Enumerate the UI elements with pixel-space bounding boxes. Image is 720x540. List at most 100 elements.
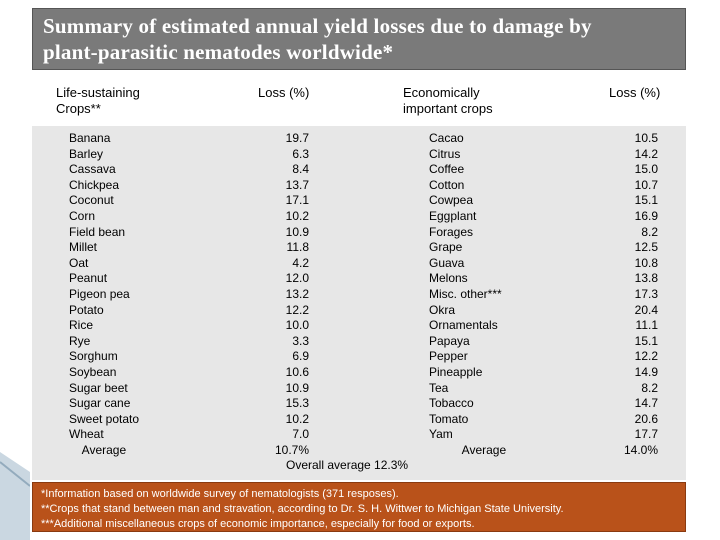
life-crop-loss: 11.8 — [286, 240, 309, 255]
slide-title: Summary of estimated annual yield losses… — [43, 13, 675, 65]
econ-crop-loss: 17.3 — [634, 286, 658, 301]
econ-crop-loss: 17.7 — [634, 427, 658, 442]
header-economic-line2: important crops — [403, 101, 493, 116]
life-crop-loss: 13.2 — [285, 286, 309, 301]
life-crop-name: Sweet potato — [69, 411, 140, 426]
econ-crop-loss: 15.0 — [634, 162, 658, 177]
econ-crop-name: Tea — [429, 380, 449, 395]
econ-crop-loss: 8.2 — [641, 224, 658, 239]
econ-crop-name: Yam — [429, 427, 453, 442]
life-crop-name: Pigeon pea — [69, 286, 130, 301]
econ-crop-loss: 8.2 — [641, 380, 658, 395]
header-loss-1: Loss (%) — [258, 85, 310, 100]
life-crop-loss: 10.2 — [285, 208, 309, 223]
life-loss-column: 19.7 6.3 8.4 13.7 17.1 10.2 10.9 11.8 4.2 12.0 13.… — [272, 131, 309, 458]
life-crop-name: Millet — [69, 240, 98, 255]
econ-crop-loss: 15.1 — [634, 193, 658, 208]
life-crop-loss: 12.0 — [285, 271, 309, 286]
life-crop-loss: 17.1 — [285, 193, 309, 208]
econ-crop-loss: 16.9 — [634, 208, 658, 223]
econ-crop-name: Average — [429, 442, 507, 457]
econ-crop-loss: 14.0% — [623, 442, 658, 457]
econ-crop-name: Cacao — [429, 131, 464, 145]
econ-crop-name: Grape — [429, 240, 463, 255]
life-crop-name: Cassava — [69, 162, 116, 177]
econ-crop-loss: 13.8 — [634, 271, 658, 286]
life-crop-name: Rye — [69, 333, 91, 348]
econ-crop-loss: 20.4 — [634, 302, 658, 317]
yield-loss-table: Life-sustaining Crops** Loss (%) Economi… — [32, 72, 686, 480]
econ-crops-column: Cacao Citrus Coffee Cotton Cowpea Eggplant For… — [429, 131, 506, 458]
life-crop-name: Corn — [69, 208, 96, 223]
overall-average: Overall average 12.3% — [286, 458, 409, 472]
life-crop-name: Soybean — [69, 364, 117, 379]
life-crop-name: Rice — [69, 318, 94, 333]
life-crops-column: Banana Barley Cassava Chickpea Coconut Corn Fi… — [69, 131, 139, 458]
life-crop-name: Banana — [69, 131, 111, 145]
life-crop-name: Sorghum — [69, 349, 118, 364]
econ-crop-name: Guava — [429, 255, 465, 270]
header-life-sustaining-line2: Crops** — [56, 101, 101, 116]
econ-crop-loss: 14.2 — [634, 146, 658, 161]
econ-loss-column: 10.5 14.2 15.0 10.7 15.1 16.9 8.2 12.5 10.8 13.8 1… — [612, 131, 658, 458]
life-crop-loss: 6.3 — [292, 146, 309, 161]
header-life-sustaining: Life-sustaining Crops** — [56, 85, 140, 117]
life-crop-loss: 4.2 — [292, 255, 309, 270]
life-crop-name: Potato — [69, 302, 104, 317]
econ-crop-name: Tobacco — [429, 396, 474, 411]
life-crop-name: Coconut — [69, 193, 114, 208]
econ-crop-name: Papaya — [429, 333, 470, 348]
econ-crop-name: Cotton — [429, 177, 465, 192]
life-crop-loss: 10.7% — [274, 442, 309, 457]
econ-crop-loss: 14.9 — [634, 364, 658, 379]
econ-crop-name: Ornamentals — [429, 318, 498, 333]
corner-decoration — [0, 452, 30, 540]
footnote-3: ***Additional miscellaneous crops of eco… — [41, 518, 475, 530]
econ-crop-name: Citrus — [429, 146, 461, 161]
econ-crop-loss: 14.7 — [634, 396, 658, 411]
header-economic-line1: Economically — [403, 85, 480, 100]
header-loss-2: Loss (%) — [609, 85, 661, 100]
life-crop-name: Field bean — [69, 224, 126, 239]
life-crop-loss: 8.4 — [292, 162, 309, 177]
footnotes: *Information based on worldwide survey o… — [32, 482, 686, 532]
life-crop-name: Oat — [69, 255, 89, 270]
econ-crop-loss: 10.8 — [634, 255, 658, 270]
life-crop-name: Sugar cane — [69, 396, 131, 411]
life-crop-name: Peanut — [69, 271, 108, 286]
life-crop-loss: 10.9 — [285, 224, 309, 239]
life-crop-loss: 10.0 — [285, 318, 309, 333]
table-header: Life-sustaining Crops** Loss (%) Economi… — [32, 72, 686, 126]
econ-crop-name: Melons — [429, 271, 468, 286]
life-crop-name: Sugar beet — [69, 380, 128, 395]
econ-crop-name: Tomato — [429, 411, 469, 426]
econ-crop-loss: 12.2 — [634, 349, 658, 364]
header-economic: Economically important crops — [403, 85, 493, 117]
econ-crop-loss: 10.5 — [634, 131, 658, 145]
life-crop-loss: 10.2 — [285, 411, 309, 426]
life-crop-name: Average — [69, 442, 127, 457]
life-crop-loss: 10.9 — [285, 380, 309, 395]
footnote-1: *Information based on worldwide survey o… — [41, 488, 399, 500]
econ-crop-name: Eggplant — [429, 208, 477, 223]
econ-crop-loss: 20.6 — [634, 411, 658, 426]
header-life-sustaining-line1: Life-sustaining — [56, 85, 140, 100]
life-crop-loss: 3.3 — [292, 333, 309, 348]
life-crop-loss: 15.3 — [285, 396, 309, 411]
econ-crop-loss: 12.5 — [634, 240, 658, 255]
econ-crop-name: Pepper — [429, 349, 468, 364]
life-crop-name: Barley — [69, 146, 104, 161]
econ-crop-name: Misc. other*** — [429, 286, 502, 301]
footnote-2: **Crops that stand between man and strav… — [41, 503, 564, 515]
econ-crop-loss: 10.7 — [634, 177, 658, 192]
life-crop-loss: 10.6 — [285, 364, 309, 379]
life-crop-loss: 6.9 — [292, 349, 309, 364]
life-crop-loss: 7.0 — [292, 427, 309, 442]
title-banner: Summary of estimated annual yield losses… — [32, 8, 686, 70]
title-line-1: Summary of estimated annual yield losses… — [43, 14, 592, 38]
econ-crop-name: Forages — [429, 224, 474, 239]
life-crop-loss: 13.7 — [285, 177, 309, 192]
life-crop-loss: 19.7 — [285, 131, 309, 145]
econ-crop-name: Okra — [429, 302, 456, 317]
life-crop-loss: 12.2 — [285, 302, 309, 317]
